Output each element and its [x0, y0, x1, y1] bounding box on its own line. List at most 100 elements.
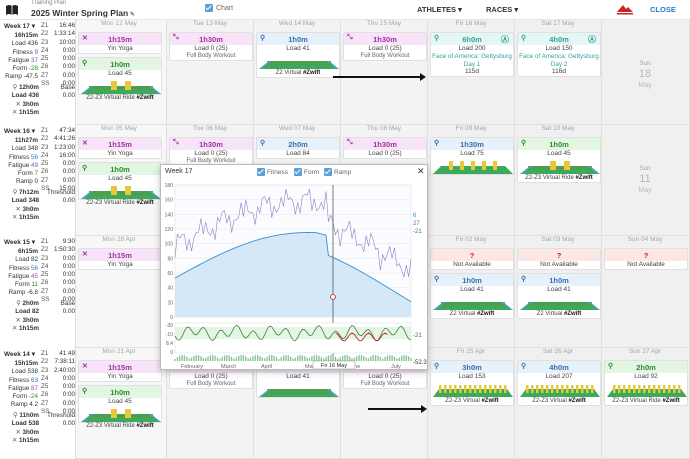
month-label: April	[261, 364, 272, 369]
day-cell[interactable]: Sat 03 May? Not Available ⚲ 1h0m Load 41 Z2 V…	[515, 236, 602, 348]
fitness-chart[interactable]: 180 160 140 120 100 80 60 40 20 0 -30 -10 8.4 0 Februa…	[161, 177, 427, 369]
workout-card[interactable]: ⚲ 1h0m Load 45	[78, 385, 162, 423]
zone-time: 47:34	[59, 127, 75, 134]
workout-card[interactable]: ⚲ 6h0m Ⓐ Load 200 Face of America: Gettysbur…	[430, 32, 514, 77]
legend-form[interactable]: Form	[294, 168, 319, 176]
day-cell[interactable]: Fri 16 May ⚲ 6h0m Ⓐ Load 200 Face of America:…	[428, 20, 515, 125]
day-cell[interactable]: Mon 21 Apr ✕ 1h15m Yin Yoga ⚲ 1h0m Load 45 Z2-Z…	[76, 348, 167, 459]
zone-time: 10:00	[59, 38, 75, 46]
zone-time: 0:00	[62, 287, 75, 295]
workout-card[interactable]: ✕ 1h15m Yin Yoga	[78, 32, 162, 54]
legend-ramp[interactable]: Ramp	[324, 168, 351, 176]
ramp-current-value: -52.3	[413, 360, 427, 366]
workout-card[interactable]: ⚲ 1h0m Load 45	[78, 57, 162, 95]
day-cell[interactable]: Wed 07 May ⚲ 2h0m Load 84	[254, 125, 341, 236]
workout-card[interactable]: ⚲ 1h0m Load 41 Z2 Virtual #Zwift	[256, 32, 340, 78]
race-link[interactable]: Face of America: Gettysburg	[432, 53, 512, 60]
chart-checkbox[interactable]	[205, 4, 213, 12]
day-header: Mon 12 May	[101, 20, 137, 27]
workout-card[interactable]: ⚲ 3h0m Load 153 Z2-Z3 Virtual #Zwift	[430, 360, 514, 406]
week-menu-icon[interactable]: ▾	[29, 23, 35, 30]
day-cell[interactable]: Sat 17 May ⚲ 4h0m Ⓐ Load 150 Face of America:…	[515, 20, 602, 125]
week-menu-icon[interactable]: ▾	[29, 239, 35, 246]
day-cell[interactable]: Fri 25 Apr ⚲ 3h0m Load 153 Z2-Z3 Virtual #Zw…	[428, 348, 515, 459]
week-metric: Form -28	[12, 65, 38, 73]
workout-card[interactable]: ⤡ 1h30m Load 0 (25)	[343, 137, 427, 159]
workout-card[interactable]: ⚲ 4h0m Load 207 Z2-Z3 Virtual #Zwift	[517, 360, 601, 406]
workout-card[interactable]: ✕ 1h15m Yin Yoga	[78, 360, 162, 382]
workout-card[interactable]: ? Not Available	[604, 248, 688, 270]
day-cell[interactable]: Thu 08 May ⤡ 1h30m Load 0 (25)	[341, 125, 428, 236]
workout-card[interactable]: ⚲ 1h0m Load 41 Z2 Virtual #Zwift	[517, 273, 601, 319]
day-header: Fri 02 May	[455, 236, 487, 243]
workout-card[interactable]: ⚲ 1h0m Load 45 Z2-Z3 Virtual Ride #Zwift	[517, 137, 601, 183]
day-cell[interactable]: Sun 11 May	[602, 125, 690, 236]
week-menu-icon[interactable]: ▾	[29, 128, 35, 135]
edit-pencil-icon[interactable]: ✎	[128, 12, 135, 18]
zone-label: Z7	[41, 71, 49, 79]
workout-load: Load 0 (25)	[368, 150, 402, 157]
plan-book-icon[interactable]	[5, 4, 19, 16]
workout-card[interactable]: ⚲ 1h0m Load 45	[78, 162, 162, 200]
workout-card[interactable]: ⚲ 4h0m Ⓐ Load 150 Face of America: Gettysbur…	[517, 32, 601, 77]
week-summary[interactable]: Week 14 ▾ 15h15m Load 538 Fitness 63 Fatigue…	[0, 348, 76, 459]
workout-load: Not Available	[540, 261, 578, 268]
workout-card[interactable]: ⚲ 2h0m Load 92 Z2-Z3 Virtual Ride #Zwift	[604, 360, 688, 406]
zone-label: SS	[41, 80, 50, 88]
popup-title: Week 17	[165, 168, 193, 175]
workout-card[interactable]: ⚲ 2h0m Load 84	[256, 137, 340, 159]
workout-card[interactable]: ? Not Available	[430, 248, 514, 270]
future-day-month: May	[638, 82, 652, 89]
day-cell[interactable]: Wed 14 May ⚲ 1h0m Load 41 Z2 Virtual #Zwift	[254, 20, 341, 125]
day-cell[interactable]: Sat 26 Apr ⚲ 4h0m Load 207 Z2-Z3 Virtual #Zw…	[515, 348, 602, 459]
day-cell[interactable]: Sun 27 Apr ⚲ 2h0m Load 92 Z2-Z3 Virtual Ride…	[602, 348, 690, 459]
day-cell[interactable]: Mon 12 May ✕ 1h15m Yin Yoga ⚲ 1h0m Load 45 Z2-Z…	[76, 20, 167, 125]
popup-close-icon[interactable]: ✕	[417, 166, 425, 176]
zone-time: 0:00	[62, 160, 75, 168]
day-cell[interactable]: Tue 13 May ⤡ 1h30m Load 0 (25) Full Body Wor…	[167, 20, 254, 125]
zone-time: 0:00	[62, 262, 75, 270]
chart-toggle[interactable]: Chart	[205, 4, 233, 12]
zone-label: Z6	[41, 279, 49, 287]
day-cell[interactable]: Fri 09 May ⚲ 1h30m Load 75	[428, 125, 515, 236]
workout-card[interactable]: ✕ 1h15m Yin Yoga	[78, 137, 162, 159]
zone-label: Z1	[41, 127, 49, 134]
day-header: Sun 27 Apr	[628, 348, 662, 355]
y-tick-label: 80	[167, 256, 173, 262]
yoga-icon: ✕	[82, 363, 88, 370]
sport-total: ✕ 1h15m	[12, 213, 39, 221]
day-cell[interactable]: Mon 05 May ✕ 1h15m Yin Yoga ⚲ 1h0m Load 45 Z2-Z…	[76, 125, 167, 236]
form-tick-label: 8.4	[166, 341, 173, 347]
strength-icon: ⤡	[173, 139, 179, 146]
legend-fitness[interactable]: Fitness	[257, 168, 288, 176]
close-button[interactable]: CLOSE	[650, 5, 676, 14]
race-link[interactable]: Face of America: Gettysburg	[519, 53, 599, 60]
workout-load: Load 41	[547, 286, 571, 293]
week-summary[interactable]: Week 15 ▾ 6h15m Load 82 Fitness 56 Fatigue 4…	[0, 236, 76, 348]
zone-time: 1:23:00	[53, 143, 75, 151]
workout-card[interactable]: ⚲ 1h0m Load 41 Z2 Virtual #Zwift	[430, 273, 514, 319]
zone-time: 0:00	[62, 391, 75, 399]
workout-card[interactable]: ✕ 1h15m Yin Yoga	[78, 248, 162, 270]
athletes-menu[interactable]: ATHLETES ▾	[417, 5, 462, 14]
run-icon: ✕	[12, 108, 20, 116]
week-summary[interactable]: Week 17 ▾ 16h15m Load 436 Fitness 9 Fatigue …	[0, 20, 76, 125]
workout-card[interactable]: ? Not Available	[517, 248, 601, 270]
week-menu-icon[interactable]: ▾	[29, 351, 35, 358]
workout-card[interactable]: ⚲ 1h30m Load 75	[430, 137, 514, 175]
week-summary[interactable]: Week 16 ▾ 11h27m Load 348 Fitness 56 Fatigue…	[0, 125, 76, 236]
plan-name[interactable]: 2025 Winter Spring Plan ✎	[31, 8, 135, 18]
day-cell[interactable]: Thu 15 May ⤡ 1h30m Load 0 (25) Full Body Wor…	[341, 20, 428, 125]
week-metric: Ramp 0	[15, 178, 38, 186]
day-cell[interactable]: Mon 28 Apr ✕ 1h15m Yin Yoga	[76, 236, 167, 348]
chart-toggle-label: Chart	[216, 4, 234, 12]
races-menu[interactable]: RACES ▾	[486, 5, 519, 14]
day-cell[interactable]: Fri 02 May ? Not Available ⚲ 1h0m Load 41 Z2 V…	[428, 236, 515, 348]
day-cell[interactable]: Sun 04 May? Not Available	[602, 236, 690, 348]
day-cell[interactable]: Sun 18 May	[602, 20, 690, 125]
day-cell[interactable]: Sat 10 May ⚲ 1h0m Load 45 Z2-Z3 Virtual Ride…	[515, 125, 602, 236]
zone-label: Z5	[41, 160, 49, 168]
